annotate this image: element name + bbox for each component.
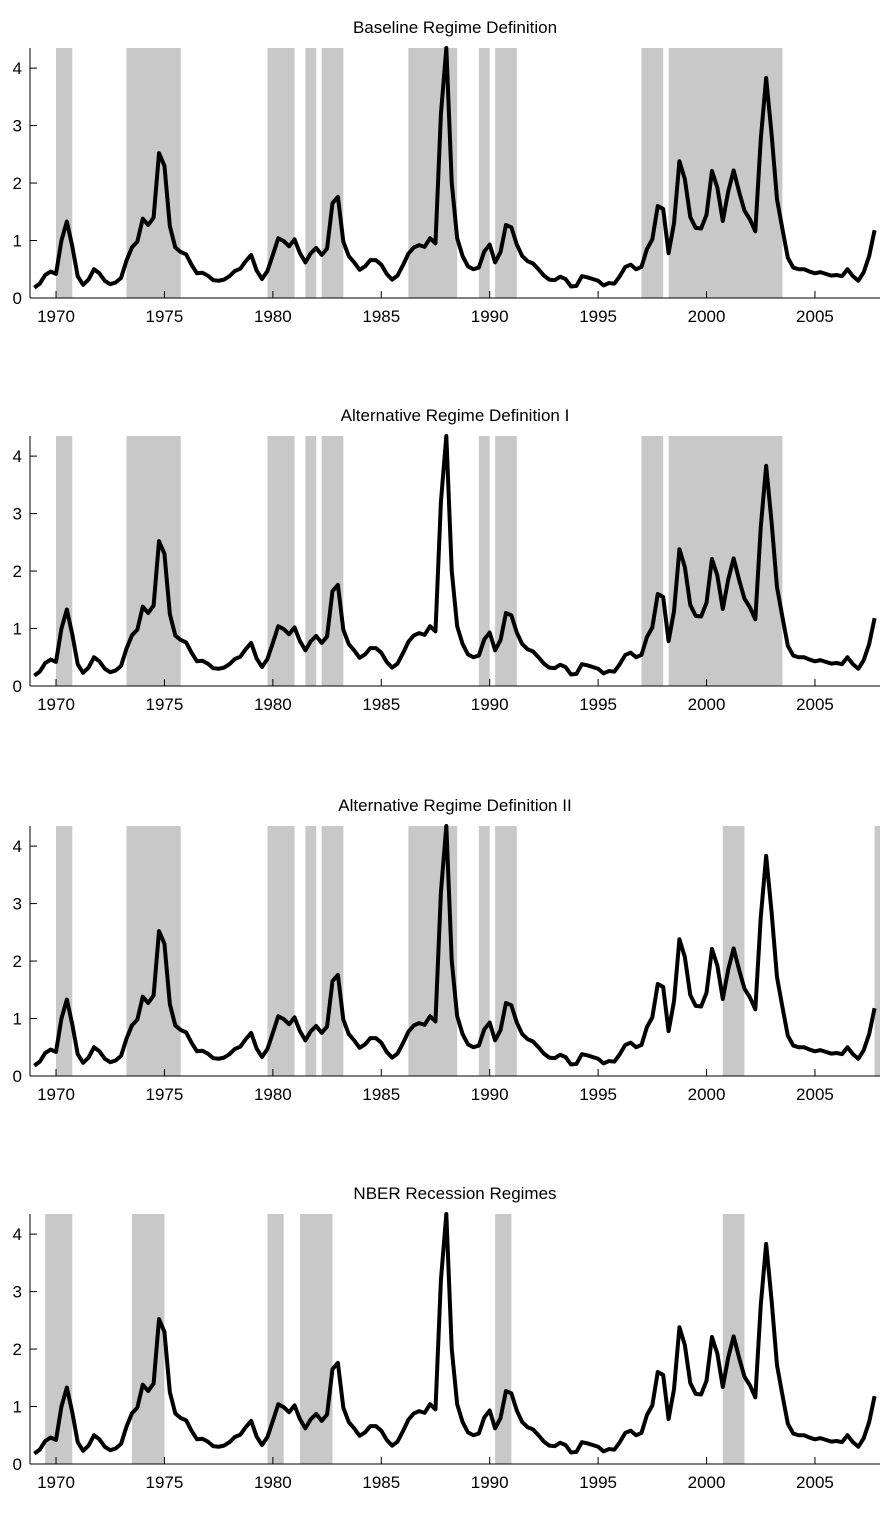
- y-tick-label: 1: [13, 620, 22, 639]
- x-tick-label: 1985: [362, 695, 400, 714]
- y-tick-label: 3: [13, 505, 22, 524]
- regime-band: [321, 436, 344, 686]
- x-tick-label: 1970: [37, 695, 75, 714]
- chart-panel-3: Alternative Regime Definition II 1970 1975…: [13, 796, 880, 1104]
- x-tick-label: 1980: [254, 307, 292, 326]
- chart-title: Alternative Regime Definition II: [338, 796, 571, 815]
- series-line: [33, 824, 877, 1068]
- y-tick-label: 4: [13, 1225, 22, 1244]
- regime-band: [321, 826, 344, 1076]
- x-tick-label: 1975: [146, 307, 184, 326]
- regime-band: [641, 436, 664, 686]
- regime-band: [478, 436, 490, 686]
- x-tick-label: 2000: [688, 695, 726, 714]
- chart-title: Baseline Regime Definition: [353, 18, 557, 37]
- regime-band: [641, 48, 664, 298]
- y-tick-label: 2: [13, 562, 22, 581]
- regime-band: [126, 436, 181, 686]
- x-tick-label: 1995: [579, 1085, 617, 1104]
- series-line: [33, 434, 877, 678]
- x-tick-label: 1975: [146, 1085, 184, 1104]
- x-tick-label: 1970: [37, 1085, 75, 1104]
- regime-band: [131, 1214, 165, 1464]
- y-tick-label: 2: [13, 952, 22, 971]
- regime-band: [305, 826, 317, 1076]
- regime-band: [495, 48, 517, 298]
- x-tick-label: 2000: [688, 1085, 726, 1104]
- chart-title: NBER Recession Regimes: [353, 1184, 556, 1203]
- y-tick-label: 3: [13, 1283, 22, 1302]
- x-tick-label: 1990: [471, 695, 509, 714]
- y-tick-label: 2: [13, 1340, 22, 1359]
- x-tick-label: 2005: [796, 307, 834, 326]
- x-tick-label: 1980: [254, 1473, 292, 1492]
- regime-band: [478, 826, 490, 1076]
- x-tick-label: 1980: [254, 1085, 292, 1104]
- regime-band: [126, 48, 181, 298]
- y-tick-label: 0: [13, 1067, 22, 1086]
- regime-band: [267, 1214, 284, 1464]
- x-tick-label: 2005: [796, 695, 834, 714]
- x-tick-label: 1990: [471, 307, 509, 326]
- y-tick-label: 2: [13, 174, 22, 193]
- regime-band: [299, 1214, 333, 1464]
- regime-band: [305, 436, 317, 686]
- x-tick-label: 2000: [688, 1473, 726, 1492]
- x-tick-label: 2005: [796, 1085, 834, 1104]
- y-tick-label: 3: [13, 895, 22, 914]
- x-tick-label: 1995: [579, 307, 617, 326]
- regime-band: [126, 826, 181, 1076]
- y-tick-label: 0: [13, 1455, 22, 1474]
- chart-title: Alternative Regime Definition I: [341, 406, 570, 425]
- x-tick-label: 1990: [471, 1085, 509, 1104]
- y-tick-label: 4: [13, 59, 22, 78]
- x-tick-label: 1985: [362, 307, 400, 326]
- x-tick-label: 2000: [688, 307, 726, 326]
- x-tick-label: 1980: [254, 695, 292, 714]
- series-line: [33, 46, 877, 290]
- regime-band: [321, 48, 344, 298]
- y-tick-label: 4: [13, 447, 22, 466]
- regime-band: [478, 48, 490, 298]
- y-tick-label: 1: [13, 1010, 22, 1029]
- y-tick-label: 1: [13, 1398, 22, 1417]
- regime-band: [305, 48, 317, 298]
- x-tick-label: 1975: [146, 695, 184, 714]
- y-tick-label: 0: [13, 289, 22, 308]
- regime-band: [495, 1214, 512, 1464]
- series-line: [33, 1212, 877, 1456]
- x-tick-label: 1975: [146, 1473, 184, 1492]
- x-tick-label: 1995: [579, 1473, 617, 1492]
- chart-panel-4: NBER Recession Regimes 1970 1975 1980 1985 19…: [13, 1184, 880, 1492]
- x-tick-label: 1985: [362, 1473, 400, 1492]
- chart-panel-2: Alternative Regime Definition I 1970 1975 1…: [13, 406, 880, 714]
- y-tick-label: 1: [13, 232, 22, 251]
- x-tick-label: 1970: [37, 307, 75, 326]
- y-tick-label: 4: [13, 837, 22, 856]
- x-tick-label: 1990: [471, 1473, 509, 1492]
- y-tick-label: 3: [13, 117, 22, 136]
- chart-panel-1: Baseline Regime Definition 1970 1975 1980 19…: [13, 18, 880, 326]
- x-tick-label: 1985: [362, 1085, 400, 1104]
- y-tick-label: 0: [13, 677, 22, 696]
- regime-band: [495, 826, 517, 1076]
- regime-band: [874, 826, 880, 1076]
- x-tick-label: 2005: [796, 1473, 834, 1492]
- regime-band: [495, 436, 517, 686]
- x-tick-label: 1995: [579, 695, 617, 714]
- x-tick-label: 1970: [37, 1473, 75, 1492]
